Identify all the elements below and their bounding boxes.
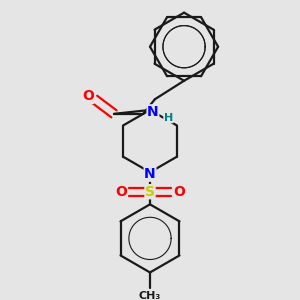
Text: N: N <box>144 167 156 181</box>
Text: H: H <box>164 113 173 123</box>
Text: CH₃: CH₃ <box>139 291 161 300</box>
Text: O: O <box>82 89 94 103</box>
Text: S: S <box>145 185 155 199</box>
Text: N: N <box>147 105 159 119</box>
Text: O: O <box>115 185 127 199</box>
Text: O: O <box>173 185 185 199</box>
